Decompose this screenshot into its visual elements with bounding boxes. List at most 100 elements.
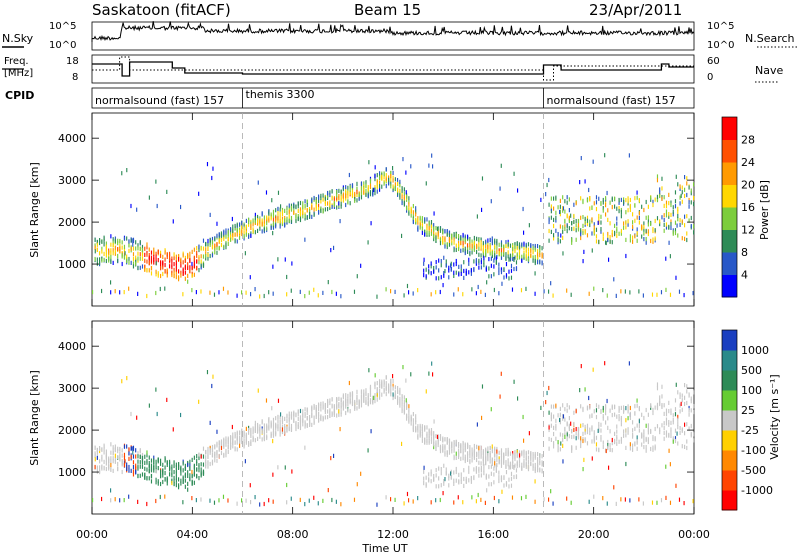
power-echo-310 — [193, 247, 195, 252]
power-echo-191 — [155, 272, 157, 277]
power-echo-1175 — [471, 244, 473, 249]
power-echo-1659 — [647, 219, 649, 224]
velocity-echo-1001 — [417, 428, 419, 433]
power-echo-696 — [318, 198, 320, 204]
velocity-echo-1649 — [643, 429, 645, 434]
velocity-echo-1349 — [527, 450, 530, 455]
power-echo-1407 — [553, 217, 555, 222]
velocity-echo-635 — [297, 422, 299, 427]
velocity-echo-1878 — [500, 478, 503, 483]
power-echo-943 — [397, 191, 399, 196]
power-echo-801 — [351, 193, 354, 198]
power-echo-934 — [394, 182, 396, 187]
power-echo-2020 — [286, 274, 288, 280]
power-echo-220 — [164, 257, 166, 262]
velocity-echo-1684 — [656, 424, 659, 429]
power-echo-2088 — [216, 221, 218, 226]
power-echo-1532 — [600, 229, 602, 234]
power-echo-1811 — [445, 263, 447, 268]
velocity-echo-1989 — [401, 441, 403, 446]
velocity-echo-1974 — [624, 497, 626, 502]
velocity-echo-1860 — [485, 475, 487, 480]
power-echo-989 — [412, 210, 414, 215]
power-echo-1970 — [602, 288, 604, 293]
power-echo-1361 — [532, 255, 534, 260]
velocity-echo-1905 — [146, 501, 148, 507]
velocity-echo-1363 — [532, 453, 534, 458]
power-echo-1992 — [534, 271, 536, 276]
power-echo-955 — [401, 194, 403, 199]
velocity-echo-1497 — [586, 406, 589, 411]
velocity-echo-1829 — [460, 479, 462, 484]
power-echo-1893 — [513, 257, 515, 262]
power-echo-1157 — [467, 249, 469, 254]
power-echo-62 — [112, 243, 114, 248]
velocity-echo-1191 — [478, 448, 480, 453]
power-echo-993 — [412, 219, 414, 225]
power-echo-1443 — [566, 213, 568, 218]
power-echo-536 — [266, 217, 268, 222]
power-echo-957 — [401, 188, 403, 193]
velocity-echo-487 — [250, 432, 252, 437]
velocity-echo-1979 — [656, 500, 658, 505]
velocity-echo-1781 — [693, 438, 695, 443]
power-echo-1493 — [584, 230, 586, 235]
velocity-echo-1716 — [668, 409, 670, 414]
velocity-echo-1821 — [453, 478, 455, 483]
power-echo-513 — [259, 216, 261, 221]
power-echo-1478 — [580, 215, 582, 220]
power-echo-853 — [367, 185, 369, 190]
velocity-echo-1241 — [494, 452, 496, 457]
velocity-colorbar-tick-7: -1000 — [741, 484, 773, 497]
power-echo-902 — [383, 171, 385, 176]
power-echo-1969 — [593, 286, 595, 291]
velocity-echo-307 — [191, 457, 193, 462]
velocity-echo-668 — [309, 417, 311, 422]
velocity-echo-1293 — [509, 464, 512, 469]
power-echo-1357 — [530, 248, 532, 254]
velocity-echo-1424 — [559, 432, 561, 437]
power-echo-2078 — [636, 190, 638, 195]
velocity-echo-724 — [327, 409, 329, 414]
velocity-echo-412 — [225, 453, 227, 458]
power-echo-58 — [112, 237, 114, 242]
velocity-echo-1965 — [552, 501, 554, 506]
velocity-echo-1127 — [458, 444, 460, 449]
power-echo-1641 — [641, 204, 643, 209]
velocity-echo-236 — [169, 472, 171, 477]
power-echo-314 — [193, 272, 195, 277]
power-echo-256 — [175, 260, 177, 265]
velocity-echo-1126 — [455, 441, 457, 446]
velocity-echo-1412 — [555, 436, 557, 441]
velocity-echo-1131 — [458, 442, 460, 447]
power-echo-1802 — [438, 258, 440, 263]
power-echo-851 — [367, 187, 369, 192]
power-echo-1655 — [645, 228, 647, 233]
power-echo-1803 — [438, 276, 440, 281]
power-echo-1747 — [681, 185, 683, 190]
velocity-echo-881 — [376, 397, 378, 402]
velocity-echo-1118 — [453, 440, 455, 445]
velocity-echo-1304 — [514, 450, 516, 455]
power-echo-673 — [311, 202, 313, 207]
velocity-echo-1659 — [647, 427, 649, 432]
power-echo-979 — [408, 202, 410, 207]
velocity-echo-1950 — [453, 500, 455, 505]
power-echo-626 — [295, 218, 297, 224]
velocity-echo-293 — [187, 462, 189, 468]
power-echo-1797 — [433, 269, 435, 274]
velocity-echo-1940 — [385, 495, 387, 500]
power-echo-10 — [96, 257, 98, 262]
velocity-echo-1632 — [636, 439, 638, 444]
power-echo-1753 — [684, 187, 686, 192]
power-echo-926 — [392, 178, 394, 183]
velocity-echo-175 — [150, 479, 153, 484]
power-echo-216 — [162, 265, 164, 270]
power-echo-661 — [306, 208, 308, 213]
nave-label: Nave — [755, 64, 783, 77]
power-echo-1426 — [559, 212, 561, 217]
velocity-echo-1658 — [647, 439, 649, 445]
power-echo-2005 — [360, 263, 362, 268]
power-echo-967 — [406, 197, 408, 202]
velocity-echo-1732 — [674, 436, 677, 441]
